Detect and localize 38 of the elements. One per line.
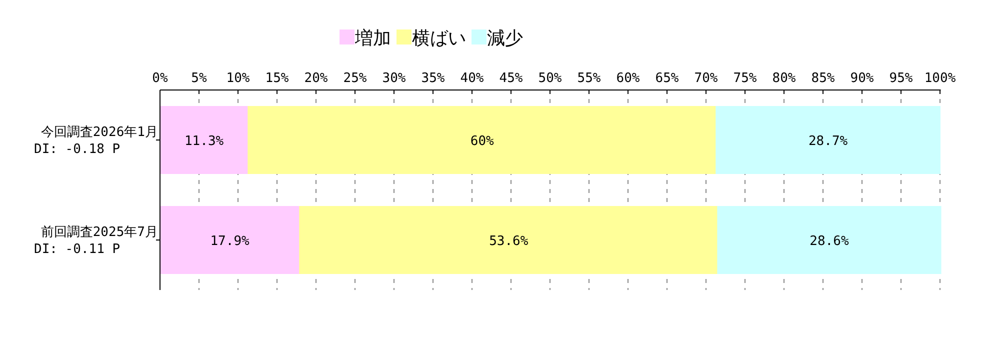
data-label: 28.7% — [808, 134, 848, 149]
x-tick-label: 25% — [343, 71, 367, 86]
x-tick-label: 55% — [577, 71, 601, 86]
x-tick-label: 30% — [382, 71, 406, 86]
x-tick-label: 100% — [924, 71, 956, 86]
data-label: 28.6% — [810, 234, 849, 249]
x-tick-label: 90% — [850, 71, 874, 86]
legend-label: 横ばい — [412, 28, 466, 49]
bar — [160, 106, 249, 174]
legend-label: 減少 — [487, 28, 523, 49]
y-tick-label: 今回調査2026年1月 DI: -0.18 P — [34, 125, 158, 157]
x-tick-label: 95% — [889, 71, 913, 86]
bar — [716, 106, 940, 174]
x-tick-label: 80% — [772, 71, 796, 86]
data-label: 53.6% — [489, 234, 528, 249]
y-tick-label: 前回調査2025年7月 DI: -0.11 P — [34, 225, 158, 257]
data-label: 60% — [470, 134, 494, 149]
x-tick-label: 65% — [655, 71, 679, 86]
bar — [160, 206, 300, 274]
x-tick-label: 0% — [152, 71, 168, 86]
x-tick-label: 50% — [538, 71, 562, 86]
x-tick-label: 10% — [226, 71, 250, 86]
data-label: 11.3% — [184, 134, 224, 149]
data-label: 17.9% — [210, 234, 250, 249]
x-tick-label: 40% — [460, 71, 484, 86]
x-tick-label: 85% — [811, 71, 835, 86]
bar — [299, 206, 718, 274]
x-tick-label: 5% — [191, 71, 207, 86]
x-tick-label: 70% — [694, 71, 718, 86]
x-tick-label: 75% — [733, 71, 757, 86]
x-tick-label: 20% — [304, 71, 328, 86]
bar — [248, 106, 717, 174]
legend-label: 増加 — [354, 28, 391, 49]
x-tick-label: 60% — [616, 71, 640, 86]
x-tick-label: 35% — [421, 71, 445, 86]
x-tick-label: 15% — [265, 71, 289, 86]
bar — [717, 206, 942, 274]
x-tick-label: 45% — [499, 71, 523, 86]
